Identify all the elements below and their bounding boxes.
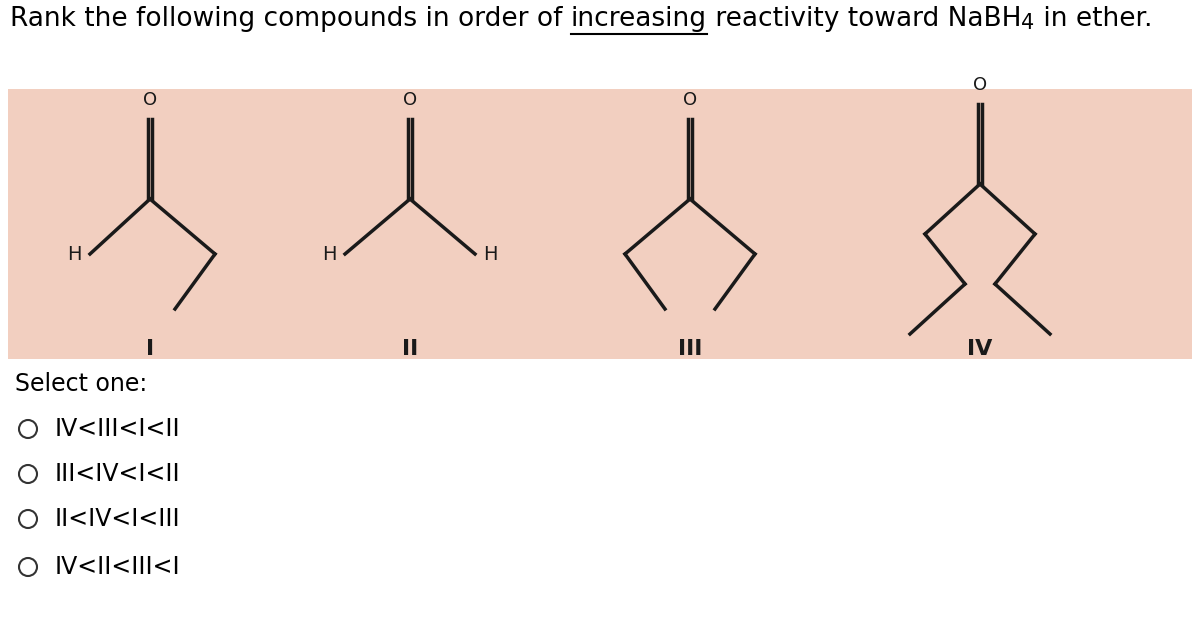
Text: I: I	[146, 339, 154, 359]
Bar	[8, 89, 1192, 359]
Text: O: O	[683, 91, 697, 109]
Text: II: II	[402, 339, 418, 359]
Text: H: H	[323, 245, 337, 264]
Text: reactivity toward NaBH: reactivity toward NaBH	[707, 6, 1021, 32]
Text: in ether.: in ether.	[1034, 6, 1152, 32]
Text: II<IV<I<III: II<IV<I<III	[55, 507, 181, 531]
Text: O: O	[403, 91, 418, 109]
Text: O: O	[973, 76, 988, 94]
Text: Select one:: Select one:	[14, 372, 148, 396]
Text: H: H	[67, 245, 82, 264]
Text: IV: IV	[967, 339, 992, 359]
Text: IV<II<III<I: IV<II<III<I	[55, 555, 181, 579]
Text: H: H	[482, 245, 498, 264]
Text: Rank the following compounds in order of: Rank the following compounds in order of	[10, 6, 571, 32]
Text: increasing: increasing	[571, 6, 707, 32]
Text: O: O	[143, 91, 157, 109]
Text: III: III	[678, 339, 702, 359]
Text: 4: 4	[1021, 13, 1034, 33]
Text: IV<III<I<II: IV<III<I<II	[55, 417, 181, 441]
Text: III<IV<I<II: III<IV<I<II	[55, 462, 181, 486]
